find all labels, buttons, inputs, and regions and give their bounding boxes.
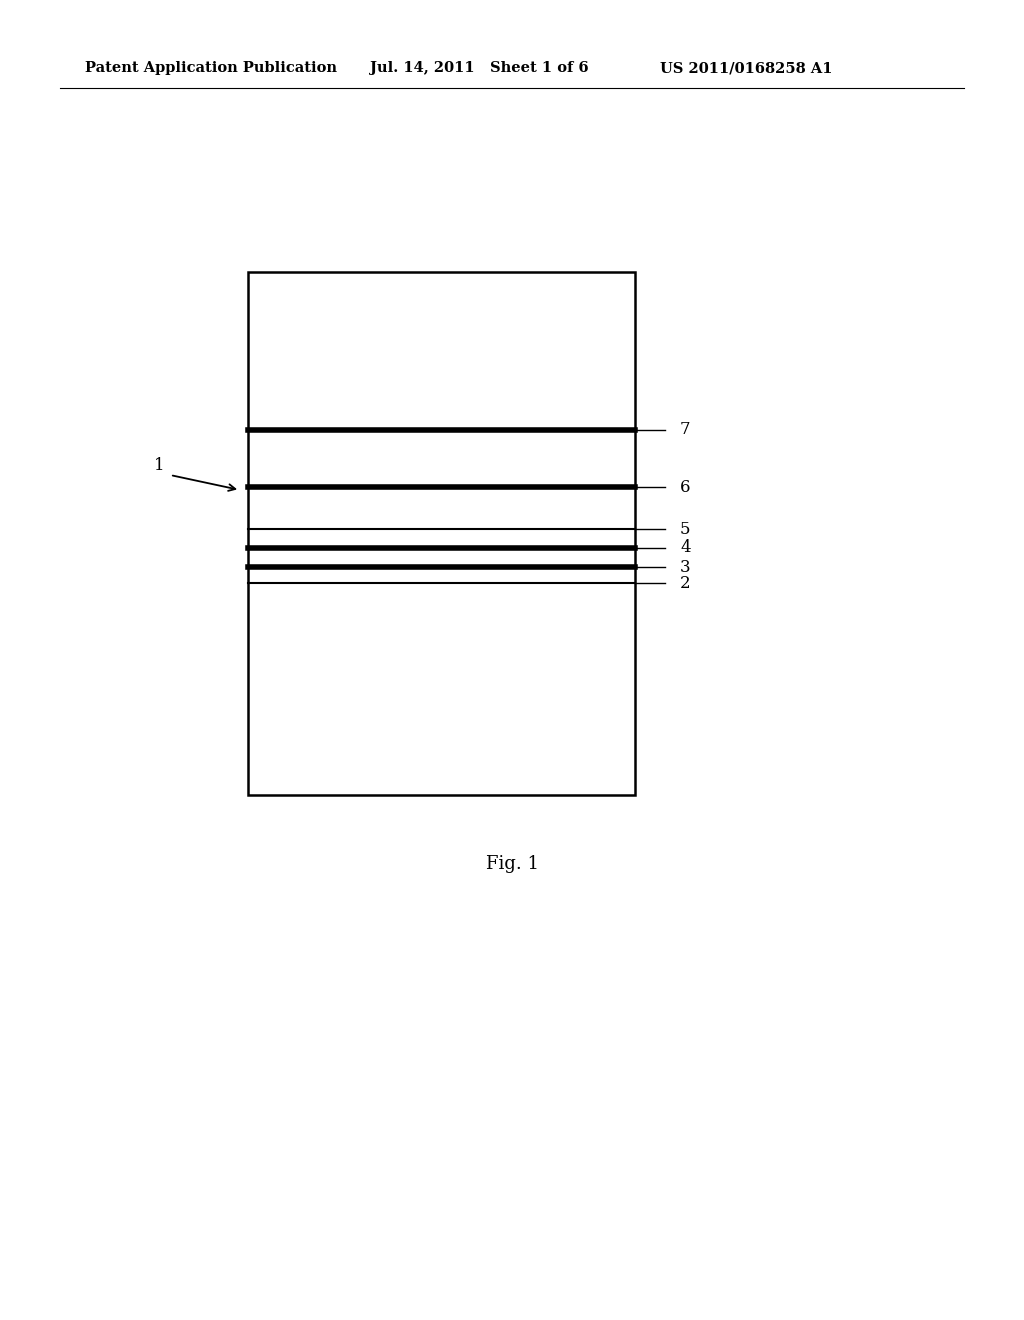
Text: 5: 5 xyxy=(680,520,690,537)
Text: 2: 2 xyxy=(680,574,690,591)
Text: 3: 3 xyxy=(680,558,690,576)
Text: Fig. 1: Fig. 1 xyxy=(485,855,539,873)
Bar xyxy=(248,272,635,795)
Text: Patent Application Publication: Patent Application Publication xyxy=(85,61,337,75)
Text: 1: 1 xyxy=(155,457,165,474)
Text: Jul. 14, 2011   Sheet 1 of 6: Jul. 14, 2011 Sheet 1 of 6 xyxy=(370,61,589,75)
Text: 4: 4 xyxy=(680,540,690,557)
Text: 6: 6 xyxy=(680,479,690,495)
Text: US 2011/0168258 A1: US 2011/0168258 A1 xyxy=(660,61,833,75)
Text: 7: 7 xyxy=(680,421,690,438)
